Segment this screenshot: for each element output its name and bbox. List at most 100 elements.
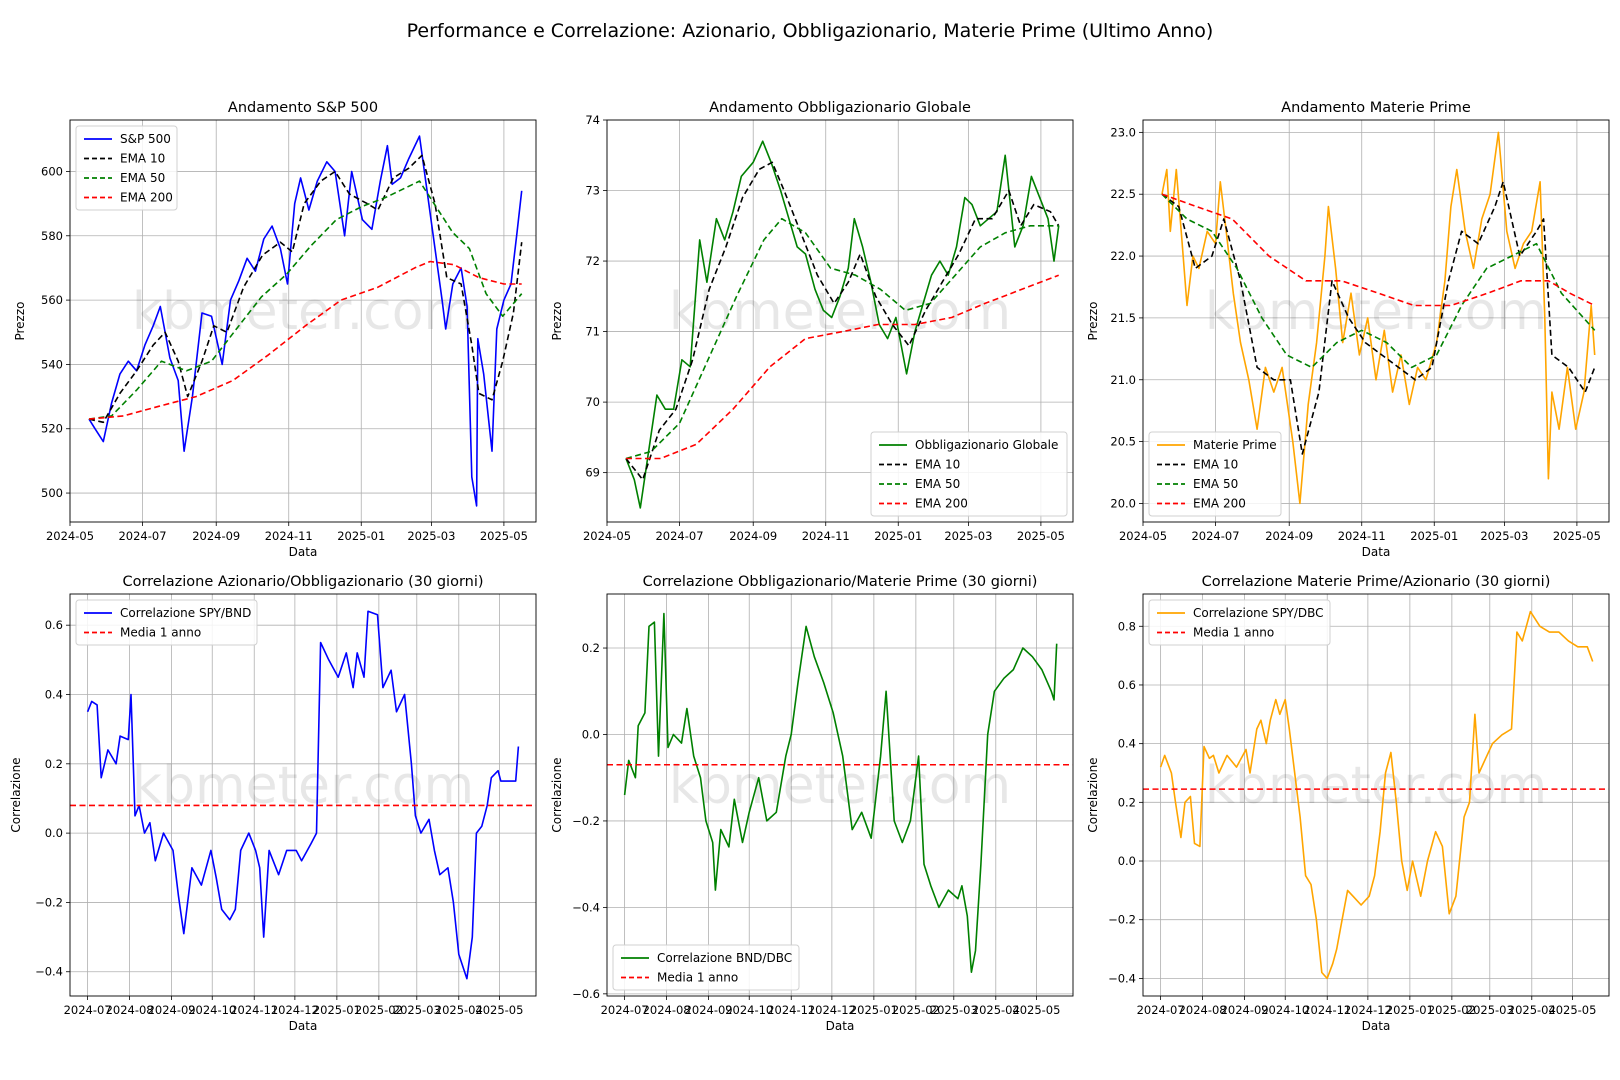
y-axis-label: Prezzo <box>13 301 27 340</box>
chart-title: Correlazione Materie Prime/Azionario (30… <box>1202 574 1551 590</box>
y-axis-label: Prezzo <box>550 301 564 340</box>
plot-frame <box>606 593 1074 997</box>
y-axis-label: Correlazione <box>1086 757 1100 832</box>
legend-label: Correlazione BND/DBC <box>657 951 792 965</box>
x-tick-label: 2025-05 <box>475 1003 523 1017</box>
x-tick-label: 2025-03 <box>1466 1003 1514 1017</box>
legend-box <box>870 431 1068 517</box>
legend-label: EMA 10 <box>915 458 960 472</box>
chart-panel: 2024-072024-082024-092024-102024-112024-… <box>1086 574 1610 1033</box>
y-axis-label: Prezzo <box>1086 301 1100 340</box>
chart-title: Andamento S&P 500 <box>228 100 378 116</box>
plot-frame <box>1142 593 1610 997</box>
x-tick-label: 2024-11 <box>1338 529 1386 543</box>
x-tick-label: 2024-11 <box>1303 1003 1351 1017</box>
y-tick-label: 0.6 <box>45 618 63 632</box>
legend-label: EMA 10 <box>120 152 165 166</box>
y-tick-label: −0.2 <box>572 814 600 828</box>
watermark: kbmeter.com <box>1205 282 1547 342</box>
legend: Correlazione BND/DBC Media 1 anno <box>612 944 800 991</box>
legend: S&P 500 EMA 10 EMA 50 EMA 200 <box>75 125 178 211</box>
legend-box <box>1148 599 1331 646</box>
legend-label: Correlazione SPY/BND <box>120 606 251 620</box>
x-tick-label: 2025-02 <box>1428 1003 1476 1017</box>
y-tick-label: 0.2 <box>45 757 63 771</box>
x-tick-label: 2025-01 <box>850 1003 898 1017</box>
x-tick-label: 2024-08 <box>1179 1003 1227 1017</box>
y-tick-label: 0.0 <box>45 826 63 840</box>
x-tick-label: 2025-03 <box>393 1003 441 1017</box>
y-tick-label: 0.0 <box>582 727 600 741</box>
series-line <box>88 154 523 424</box>
chart-panel: 2024-072024-082024-092024-102024-112024-… <box>9 574 537 1033</box>
x-tick-label: 2025-03 <box>407 529 455 543</box>
y-tick-label: 70 <box>585 395 600 409</box>
x-tick-label: 2025-01 <box>1386 1003 1434 1017</box>
y-tick-label: −0.2 <box>1108 913 1136 927</box>
series-line <box>1161 131 1596 505</box>
legend-label: EMA 50 <box>915 477 960 491</box>
x-tick-label: 2025-04 <box>1508 1003 1556 1017</box>
x-tick-label: 2024-09 <box>148 1003 196 1017</box>
x-tick-label: 2024-09 <box>1265 529 1313 543</box>
plot-frame <box>69 593 537 997</box>
legend-label: Correlazione SPY/DBC <box>1193 606 1324 620</box>
y-tick-label: 500 <box>41 486 63 500</box>
legend-label: Media 1 anno <box>657 971 738 985</box>
chart-panel: 2024-05 2024-07 2024-09 2024-11 2025-01 2025-… <box>13 100 537 559</box>
y-tick-label: 0.4 <box>1118 737 1136 751</box>
legend-label: S&P 500 <box>120 132 171 146</box>
x-tick-label: 2025-01 <box>337 529 385 543</box>
x-tick-label: 2024-05 <box>583 529 631 543</box>
legend-label: EMA 10 <box>1193 458 1238 472</box>
x-axis-label: Data <box>1362 545 1391 559</box>
x-tick-label: 2025-04 <box>435 1003 483 1017</box>
x-tick-label: 2025-03 <box>930 1003 978 1017</box>
watermark: kbmeter.com <box>669 756 1011 816</box>
series-line <box>1159 610 1594 980</box>
x-tick-label: 2024-11 <box>230 1003 278 1017</box>
y-tick-label: 72 <box>585 254 600 268</box>
plot-frame <box>69 119 537 523</box>
series-line <box>1161 193 1596 369</box>
y-tick-label: 73 <box>585 184 600 198</box>
legend-label: EMA 50 <box>120 171 165 185</box>
x-tick-label: 2025-05 <box>1017 529 1065 543</box>
y-tick-label: 71 <box>585 325 600 339</box>
y-tick-label: 0.0 <box>1118 854 1136 868</box>
x-axis-label: Data <box>1362 1019 1391 1033</box>
series-line <box>86 610 520 980</box>
legend-label: Materie Prime <box>1193 438 1277 452</box>
x-tick-label: 2024-07 <box>118 529 166 543</box>
y-tick-label: 21.5 <box>1110 311 1136 325</box>
series-line <box>625 140 1060 509</box>
chart-panel: 2024-072024-082024-092024-102024-112024-… <box>550 574 1074 1033</box>
y-tick-label: 22.5 <box>1110 187 1136 201</box>
x-tick-label: 2024-10 <box>725 1003 773 1017</box>
x-tick-label: 2024-09 <box>1221 1003 1269 1017</box>
x-tick-label: 2024-09 <box>192 529 240 543</box>
x-axis-label: Data <box>826 1019 855 1033</box>
x-tick-label: 2024-12 <box>808 1003 856 1017</box>
legend: Correlazione SPY/BND Media 1 anno <box>75 599 258 646</box>
y-tick-label: 20.5 <box>1110 435 1136 449</box>
legend-box <box>75 125 178 211</box>
legend: Obbligazionario Globale EMA 10 EMA 50 EMA 2… <box>870 431 1068 517</box>
x-tick-label: 2025-02 <box>892 1003 940 1017</box>
y-tick-label: 600 <box>41 164 63 178</box>
legend: Correlazione SPY/DBC Media 1 anno <box>1148 599 1331 646</box>
y-tick-label: −0.4 <box>35 965 63 979</box>
x-tick-label: 2025-04 <box>972 1003 1020 1017</box>
y-tick-label: 69 <box>585 466 600 480</box>
y-tick-label: −0.2 <box>35 895 63 909</box>
x-tick-label: 2024-09 <box>729 529 777 543</box>
y-tick-label: 0.6 <box>1118 678 1136 692</box>
x-tick-label: 2025-05 <box>1012 1003 1060 1017</box>
x-tick-label: 2024-07 <box>601 1003 649 1017</box>
x-tick-label: 2024-05 <box>46 529 94 543</box>
y-tick-label: 20.0 <box>1110 496 1136 510</box>
x-tick-label: 2025-01 <box>313 1003 361 1017</box>
legend-label: EMA 200 <box>120 191 173 205</box>
figure-suptitle: Performance e Correlazione: Azionario, O… <box>407 20 1214 42</box>
